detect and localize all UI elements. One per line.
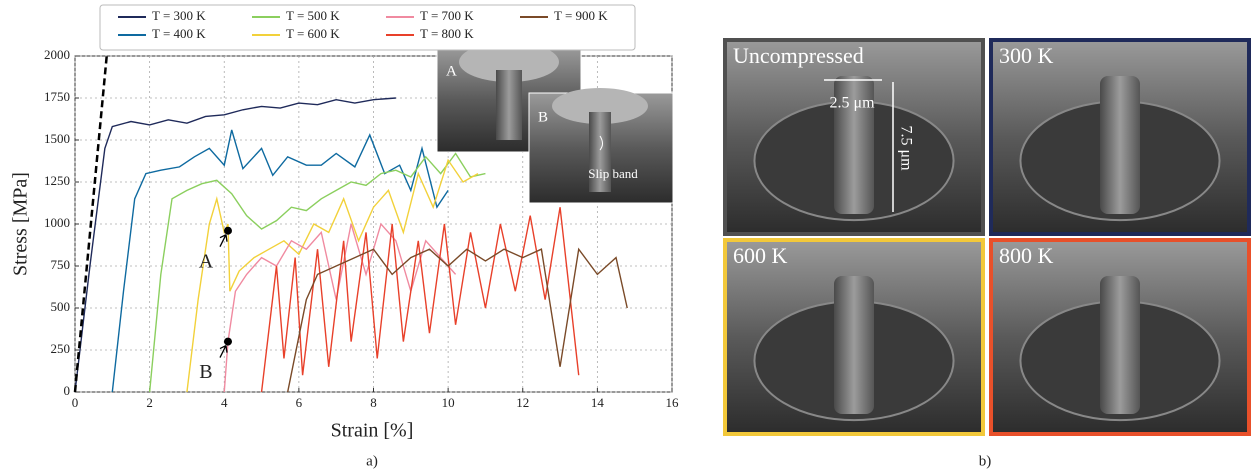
sem-pillar — [834, 276, 874, 414]
x-tick-label: 16 — [666, 395, 680, 410]
x-tick-label: 10 — [442, 395, 455, 410]
series-line — [111, 129, 449, 393]
scale-label: 7.5 μm — [897, 125, 914, 171]
inset-note: Slip band — [588, 166, 638, 181]
sem-pillar — [1100, 276, 1140, 414]
marker-arrow — [219, 234, 228, 248]
x-tick-label: 4 — [221, 395, 228, 410]
inset-label: B — [538, 109, 548, 125]
panel-label: b) — [979, 453, 992, 469]
series-line — [74, 97, 396, 393]
image-label: 600 K — [733, 243, 788, 268]
legend-label: T = 800 K — [420, 26, 474, 41]
series-line — [186, 158, 479, 393]
image-label: Uncompressed — [733, 43, 864, 68]
panel-b: Uncompressed 300 K 600 K 800 K 2.5 μm 7.5 μm — [723, 38, 1251, 436]
y-tick-label: 2000 — [44, 47, 70, 62]
sem-pillar — [834, 76, 874, 214]
x-tick-label: 6 — [296, 395, 303, 410]
x-tick-label: 2 — [146, 395, 153, 410]
image-label: 800 K — [999, 243, 1054, 268]
series-line — [260, 207, 580, 393]
y-tick-label: 500 — [51, 299, 71, 314]
series-line — [286, 247, 628, 393]
legend-label: T = 600 K — [286, 26, 340, 41]
y-axis-label: Stress [MPa] — [10, 172, 32, 276]
y-tick-label: 750 — [51, 257, 71, 272]
image-label: 300 K — [999, 43, 1054, 68]
y-tick-label: 0 — [64, 383, 71, 398]
marker-label: B — [199, 361, 212, 383]
inset-a: A — [436, 42, 582, 153]
legend-label: T = 700 K — [420, 8, 474, 23]
marker-label: A — [199, 250, 214, 272]
x-axis-label: Strain [%] — [331, 420, 414, 442]
y-tick-label: 1500 — [44, 131, 70, 146]
y-tick-label: 1750 — [44, 89, 70, 104]
marker-point — [223, 337, 232, 346]
scale-label: 2.5 μm — [829, 95, 875, 112]
x-tick-label: 14 — [591, 395, 605, 410]
sem-pillar — [1100, 76, 1140, 214]
series-line — [148, 152, 486, 393]
inset-label: A — [446, 63, 457, 79]
marker-arrow — [219, 345, 228, 358]
legend-label: T = 300 K — [152, 8, 206, 23]
panel-label: a) — [366, 453, 378, 469]
x-tick-label: 12 — [516, 395, 529, 410]
legend: T = 300 K T = 400 K T = 500 K T = 600 K T = … — [99, 4, 636, 51]
marker-point — [223, 226, 232, 235]
legend-label: T = 500 K — [286, 8, 340, 23]
series-line — [223, 222, 457, 393]
plot-area: 0 2 4 6 8 10 12 14 16 0 250 500 750 1000 1250 1500 1750 2… — [44, 47, 679, 410]
legend-label: T = 900 K — [554, 8, 608, 23]
x-tick-label: 8 — [370, 395, 377, 410]
y-tick-label: 1000 — [44, 215, 70, 230]
y-tick-label: 250 — [51, 341, 71, 356]
y-tick-label: 1250 — [44, 173, 70, 188]
x-tick-label: 0 — [72, 395, 79, 410]
inset-b: B Slip band — [528, 88, 674, 204]
legend-label: T = 400 K — [152, 26, 206, 41]
elastic-line — [73, 55, 108, 393]
